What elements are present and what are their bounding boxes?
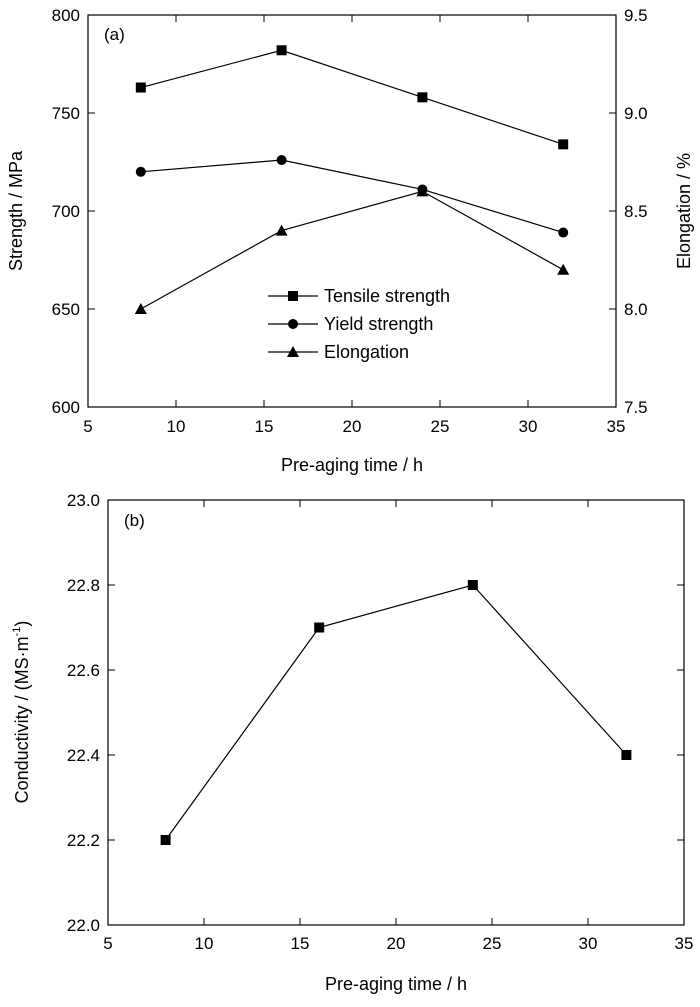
data-point-triangle — [416, 185, 429, 197]
data-point-square — [314, 622, 325, 633]
x-tick-label: 35 — [607, 417, 626, 436]
data-point-circle — [558, 227, 569, 238]
data-point-square — [160, 835, 171, 845]
y2-tick-label: 9.5 — [624, 6, 648, 25]
y2-tick-label: 8.0 — [624, 300, 648, 319]
y-tick-label: 22.0 — [67, 916, 100, 935]
data-point-circle — [135, 166, 146, 177]
x-tick-label: 20 — [387, 934, 406, 953]
y-tick-label: 23.0 — [67, 491, 100, 510]
legend-marker-circle — [288, 319, 298, 329]
x-tick-label: 30 — [519, 417, 538, 436]
series-line-square — [140, 49, 564, 145]
panel-label-b: (b) — [124, 511, 145, 530]
x-tick-label: 25 — [431, 417, 450, 436]
y-axis-left-a: 600 650 700 750 800 — [52, 6, 95, 417]
data-point-square — [621, 750, 632, 760]
y-axis-b: 22.0 22.2 22.4 22.6 22.8 23.0 — [67, 491, 684, 935]
x-axis-a: 5 10 15 20 25 30 35 — [83, 15, 625, 436]
y-tick-label: 22.8 — [67, 576, 100, 595]
plot-frame-b — [107, 499, 685, 926]
y-axis-right-a: 7.5 8.0 8.5 9.0 9.5 — [609, 6, 648, 417]
x-axis-label-b: Pre-aging time / h — [325, 974, 467, 994]
x-tick-label: 35 — [675, 934, 694, 953]
data-point-triangle — [134, 303, 147, 314]
x-tick-label: 15 — [255, 417, 274, 436]
y-tick-label: 22.4 — [67, 746, 100, 765]
y2-tick-label: 8.5 — [624, 202, 648, 221]
data-point-triangle — [275, 224, 288, 236]
legend-label: Yield strength — [324, 314, 433, 334]
y-tick-label: 650 — [52, 300, 80, 319]
conductivity-line — [165, 584, 627, 841]
legend-label: Tensile strength — [324, 286, 450, 306]
x-tick-label: 5 — [103, 934, 112, 953]
data-point-square — [467, 580, 478, 590]
data-point-square — [135, 82, 146, 93]
y2-tick-label: 9.0 — [624, 104, 648, 123]
legend-label: Elongation — [324, 342, 409, 362]
data-point-square — [276, 45, 287, 56]
x-tick-label: 30 — [579, 934, 598, 953]
x-tick-label: 20 — [343, 417, 362, 436]
data-point-triangle — [557, 263, 570, 275]
x-axis-b: 5 10 15 20 25 30 35 — [103, 500, 693, 953]
x-tick-label: 5 — [83, 417, 92, 436]
y-tick-label: 22.6 — [67, 661, 100, 680]
data-point-circle — [276, 155, 287, 166]
panel-a: (a) 5 10 15 20 25 30 35 600 650 700 750 800 7.5 8.0… — [6, 6, 694, 475]
y-tick-label: 22.2 — [67, 831, 100, 850]
data-point-square — [558, 139, 569, 150]
series-line-triangle — [140, 190, 564, 310]
series-group-a — [134, 45, 570, 314]
y-tick-label: 600 — [52, 398, 80, 417]
y-axis-label-a: Strength / MPa — [6, 150, 26, 271]
series-group-b — [160, 580, 632, 845]
series-line-circle — [140, 159, 564, 234]
panel-label-a: (a) — [104, 25, 125, 44]
legend-marker-square — [288, 291, 298, 301]
panel-b: (b) 5 10 15 20 25 30 35 22.0 22.2 22.4 22.6 22.8 23… — [11, 491, 693, 994]
data-point-square — [417, 92, 428, 103]
legend-marker-triangle — [287, 346, 299, 357]
y-tick-label: 750 — [52, 104, 80, 123]
x-axis-label-a: Pre-aging time / h — [281, 455, 423, 475]
y-axis-label-b: Conductivity / (MS·m-1) — [11, 621, 32, 804]
x-tick-label: 15 — [291, 934, 310, 953]
y2-tick-label: 7.5 — [624, 398, 648, 417]
y2-axis-label-a: Elongation / % — [674, 153, 694, 269]
x-tick-label: 25 — [483, 934, 502, 953]
legend-a: Tensile strength Yield strength Elongation — [268, 286, 450, 362]
x-tick-label: 10 — [167, 417, 186, 436]
y-tick-label: 700 — [52, 202, 80, 221]
y-tick-label: 800 — [52, 6, 80, 25]
x-tick-label: 10 — [195, 934, 214, 953]
